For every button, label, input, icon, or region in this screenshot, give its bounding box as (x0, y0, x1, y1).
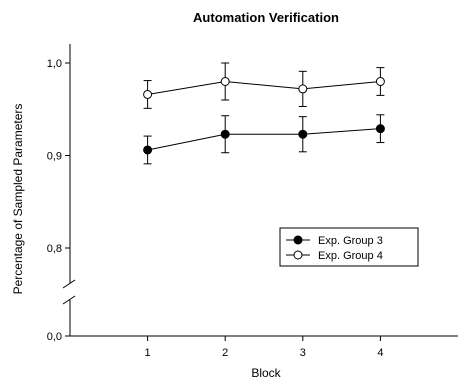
x-axis-label: Block (251, 366, 281, 380)
x-tick-label: 2 (222, 347, 228, 359)
chart-title: Automation Verification (193, 10, 339, 25)
x-tick-label: 4 (377, 347, 383, 359)
legend-box (279, 227, 419, 267)
series-1 (143, 114, 385, 165)
legend-label: Exp. Group 3 (318, 235, 383, 247)
y-tick-label: 0,0 (47, 331, 62, 343)
y-axis-break-mark (62, 295, 76, 305)
x-ticks: 1 2 3 4 (145, 336, 383, 359)
y-tick-label: 0,8 (47, 243, 62, 255)
legend-marker (293, 250, 303, 260)
legend-marker (293, 235, 303, 245)
axes (62, 44, 458, 337)
legend: Exp. Group 3 Exp. Group 4 (279, 227, 419, 267)
y-ticks: 1,0 0,9 0,8 0,0 (47, 58, 70, 343)
data-point (375, 77, 385, 86)
data-point (220, 77, 230, 86)
y-tick-label: 0,9 (47, 151, 62, 163)
x-tick-label: 1 (145, 347, 151, 359)
data-point (298, 84, 308, 94)
x-tick-label: 3 (300, 347, 306, 359)
data-point (143, 145, 153, 155)
data-point (375, 124, 385, 134)
series-layer (143, 62, 385, 165)
data-point (143, 89, 153, 99)
y-tick-label: 1,0 (47, 58, 62, 70)
data-point (220, 129, 230, 139)
series-2 (143, 62, 385, 109)
data-point (298, 129, 308, 139)
series-line (147, 128, 381, 151)
y-axis-label: Percentage of Sampled Parameters (11, 104, 25, 295)
y-axis-break-mark (62, 279, 76, 289)
series-line (147, 80, 381, 95)
legend-label: Exp. Group 4 (318, 250, 383, 262)
